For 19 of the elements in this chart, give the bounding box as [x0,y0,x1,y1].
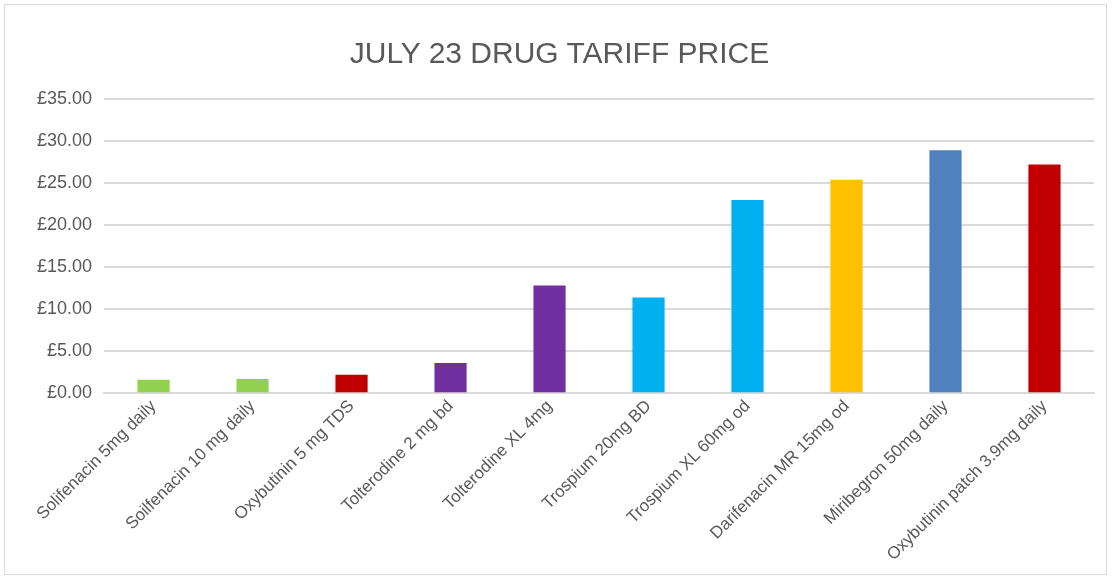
bar [731,199,764,393]
y-tick-label: £35.00 [36,87,93,108]
y-tick-label: £10.00 [36,298,93,319]
bar [632,297,665,393]
bar [533,285,566,393]
y-tick-label: £30.00 [36,130,93,150]
bar [434,362,467,393]
bar [137,379,170,393]
y-tick-label: £5.00 [47,340,93,361]
y-tick-label: £15.00 [36,256,93,277]
bar [335,374,368,393]
bar [1028,164,1061,393]
y-tick-label: £25.00 [36,172,93,193]
chart-title: JULY 23 DRUG TARIFF PRICE [349,36,770,70]
bar [830,179,863,393]
bar [929,150,962,393]
y-tick-label: £20.00 [36,214,93,235]
y-tick-label: £0.00 [47,382,93,403]
bar [236,378,269,393]
